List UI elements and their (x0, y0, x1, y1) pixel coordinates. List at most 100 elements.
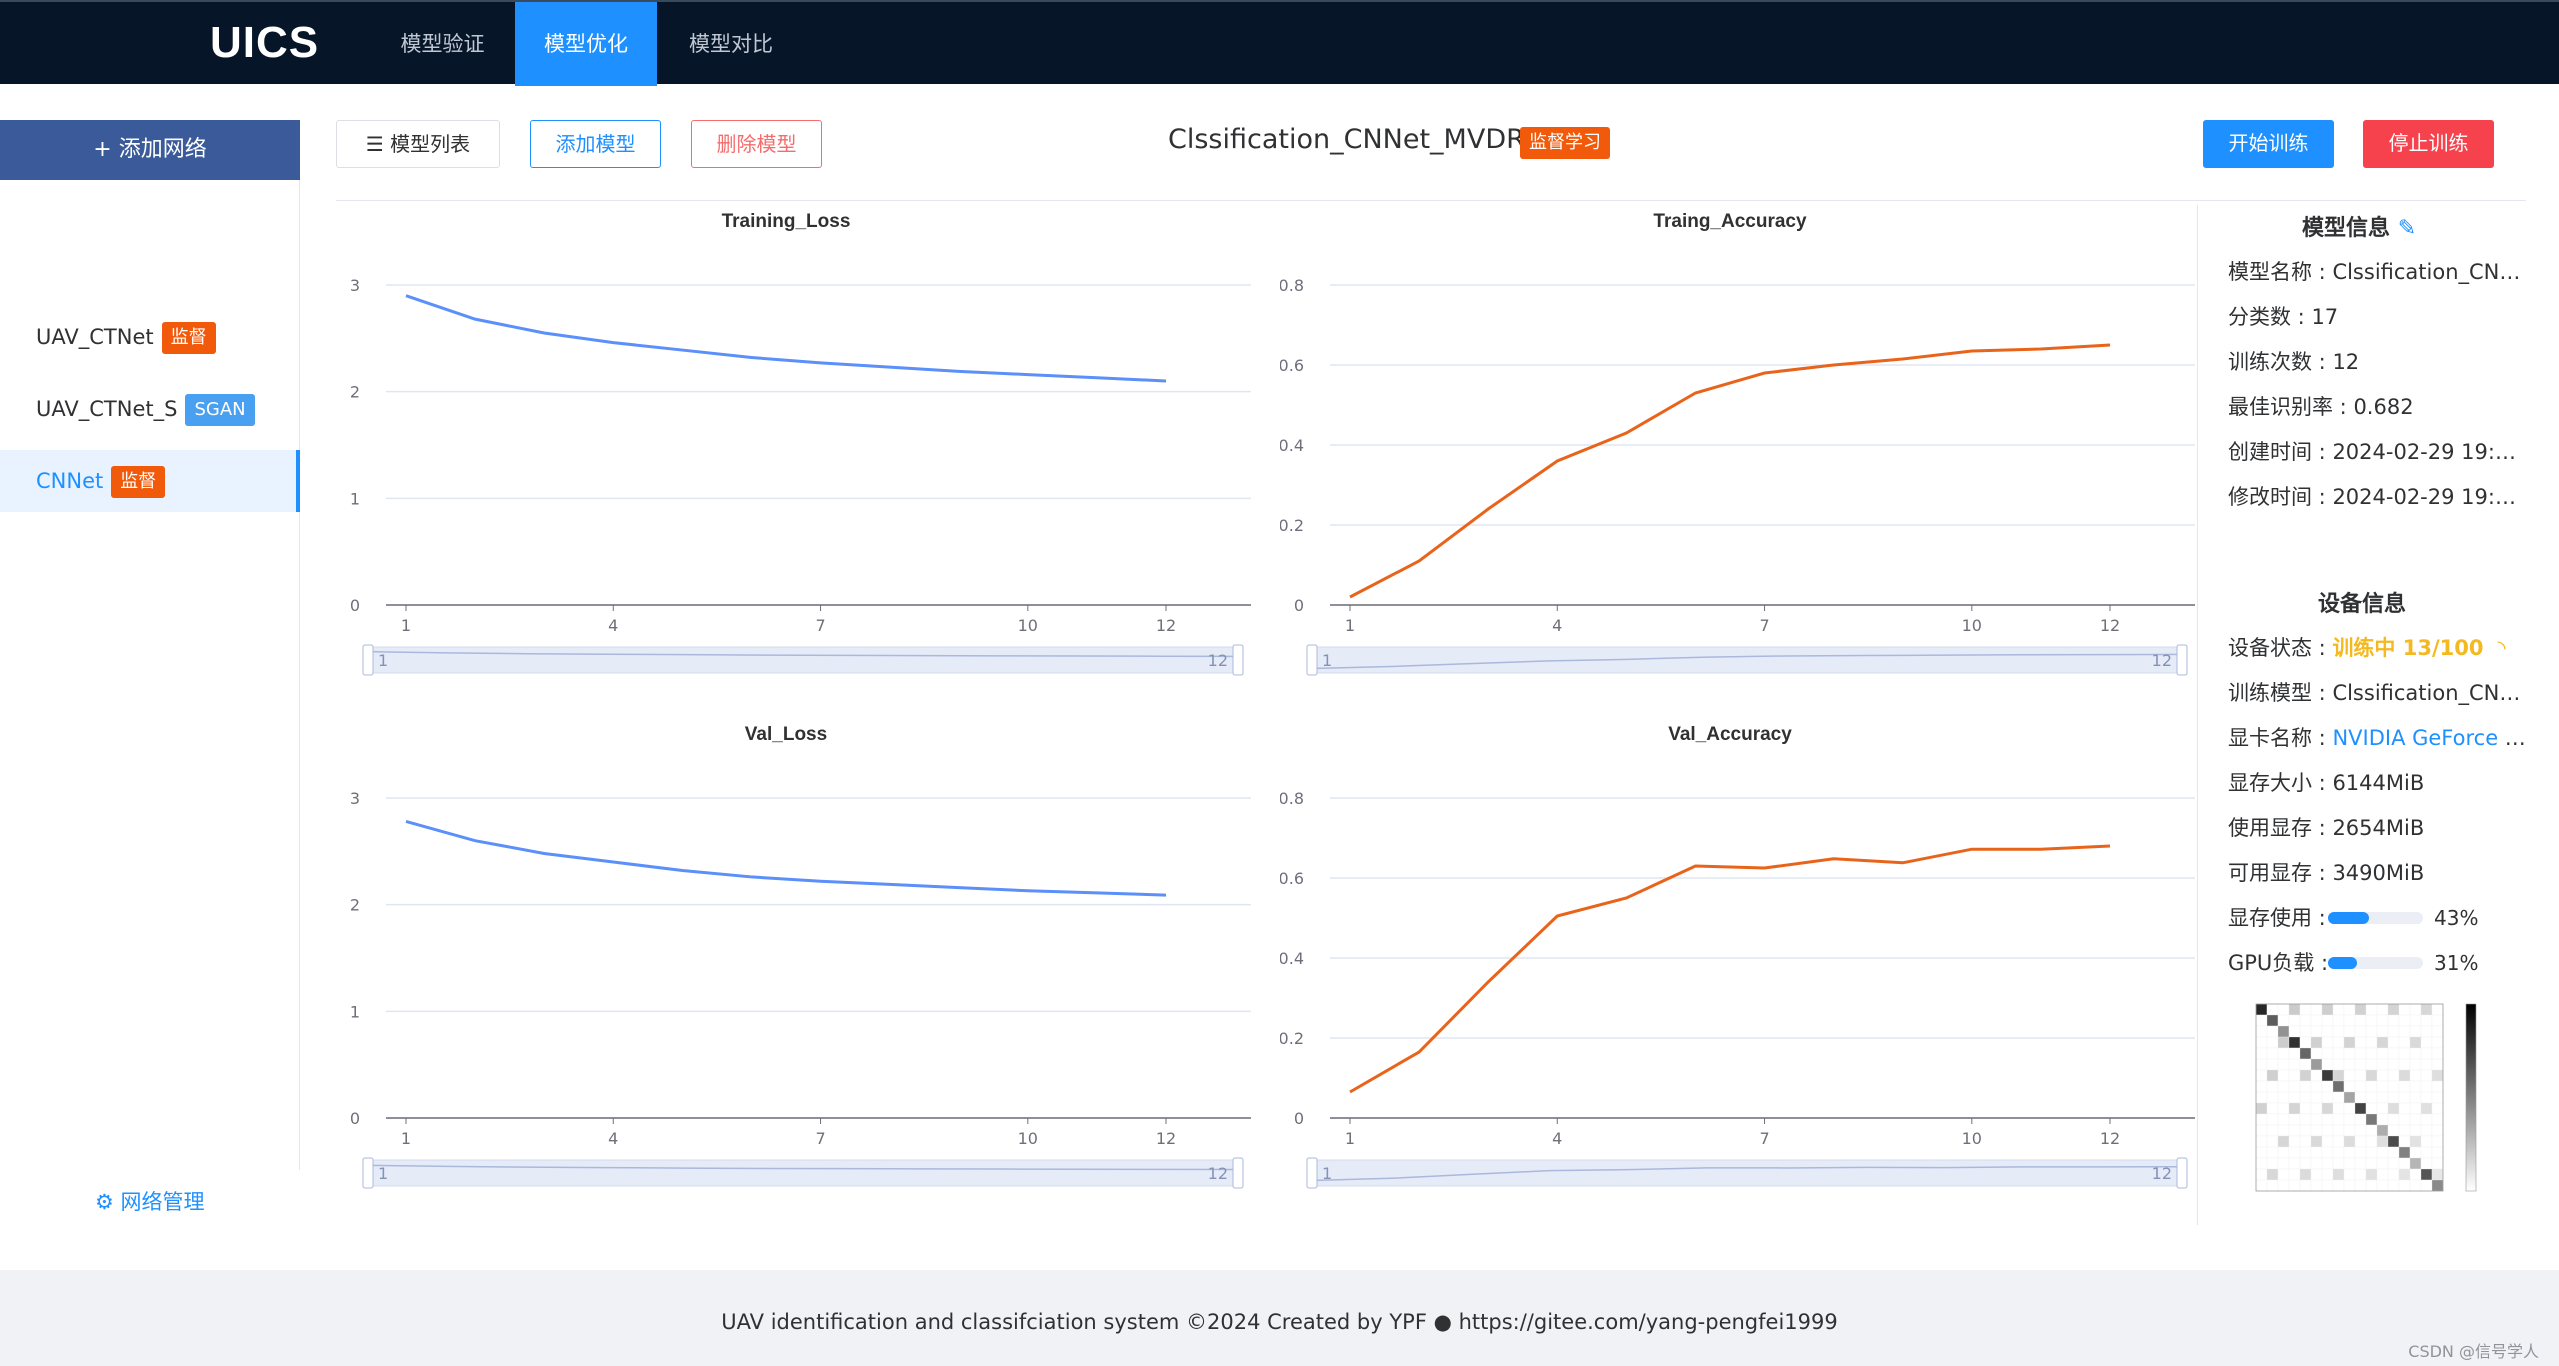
network-manage-link[interactable]: ⚙ 网络管理 (95, 1186, 205, 1216)
info-label: 模型名称 : (2228, 260, 2333, 284)
matrix-cell (2409, 1124, 2422, 1137)
matrix-cell (2387, 1036, 2400, 1049)
matrix-cell (2321, 1025, 2334, 1038)
matrix-cell (2343, 1157, 2356, 1170)
watermark: CSDN @信号学人 (2408, 1342, 2539, 1361)
matrix-cell (2409, 1047, 2422, 1060)
series-line (405, 294, 1167, 383)
info-label: 显存使用 : (2228, 906, 2326, 930)
add-network-button[interactable]: + 添加网络 (0, 120, 300, 180)
zoom-handle-left (1306, 1157, 1318, 1189)
stop-training-button[interactable]: 停止训练 (2363, 120, 2494, 168)
x-tick-label: 10 (1962, 1129, 1982, 1148)
matrix-cell (2255, 1157, 2268, 1170)
matrix-cell (2431, 1168, 2444, 1181)
info-value: 6144MiB (2332, 771, 2425, 795)
best-accuracy-row: 最佳识别率 : 0.682 (2228, 391, 2528, 421)
matrix-cell (2409, 1036, 2422, 1049)
network-item-cnnet[interactable]: CNNet 监督 (0, 450, 300, 512)
matrix-cell (2398, 1003, 2411, 1016)
info-label: 最佳识别率 : (2228, 395, 2354, 419)
matrix-cell (2266, 1058, 2279, 1071)
matrix-cell (2321, 1113, 2334, 1126)
network-item-uav-ctnet-s[interactable]: UAV_CTNet_S SGAN (0, 378, 300, 440)
matrix-cell (2354, 1135, 2367, 1148)
x-tick-label: 10 (1962, 616, 1982, 635)
matrix-cell (2299, 1014, 2312, 1027)
matrix-cell (2398, 1124, 2411, 1137)
matrix-cell (2332, 1168, 2345, 1181)
tab-model-optimization[interactable]: 模型优化 (515, 2, 657, 86)
matrix-cell (2321, 1058, 2334, 1071)
zoom-slider-track (1311, 646, 2183, 674)
matrix-cell (2255, 1058, 2268, 1071)
delete-model-button[interactable]: 删除模型 (691, 120, 822, 168)
matrix-cell (2310, 1014, 2323, 1027)
matrix-cell (2343, 1036, 2356, 1049)
matrix-cell (2387, 1179, 2400, 1192)
matrix-cell (2310, 1113, 2323, 1126)
info-label: 显卡名称 : (2228, 726, 2333, 750)
y-tick-label: 0 (350, 1109, 360, 1128)
gpu-load-progress (2328, 957, 2423, 969)
matrix-cell (2277, 1113, 2290, 1126)
matrix-cell (2255, 1168, 2268, 1181)
tab-model-validation[interactable]: 模型验证 (400, 32, 485, 56)
model-list-label: 模型列表 (390, 132, 471, 156)
mem-size-row: 显存大小 : 6144MiB (2228, 767, 2528, 797)
matrix-cell (2255, 1069, 2268, 1082)
add-model-button[interactable]: 添加模型 (530, 120, 661, 168)
matrix-cell (2343, 1124, 2356, 1137)
info-value: Clssification_CNNet_MVDR (2332, 260, 2528, 284)
matrix-cell (2420, 1058, 2433, 1071)
matrix-cell (2277, 1157, 2290, 1170)
series-line (405, 820, 1167, 897)
x-tick-label: 4 (608, 1129, 618, 1148)
matrix-cell (2277, 1102, 2290, 1115)
network-sidebar: + 添加网络 UAV_CTNet 监督 UAV_CTNet_S SGAN CNNet… (0, 120, 300, 1170)
footer-link[interactable]: https://gitee.com/yang-pengfei1999 (1458, 1310, 1838, 1334)
matrix-cell (2277, 1080, 2290, 1093)
start-training-button[interactable]: 开始训练 (2203, 120, 2334, 168)
info-label: GPU负载 : (2228, 951, 2329, 975)
network-item-label: CNNet (36, 469, 104, 493)
matrix-cell (2277, 1091, 2290, 1104)
matrix-cell (2321, 1179, 2334, 1192)
matrix-cell (2387, 1003, 2400, 1016)
matrix-cell (2365, 1003, 2378, 1016)
y-tick-label: 0.4 (1280, 436, 1304, 455)
network-item-uav-ctnet[interactable]: UAV_CTNet 监督 (0, 306, 300, 368)
matrix-cell (2332, 1014, 2345, 1027)
y-tick-label: 0.6 (1280, 356, 1304, 375)
matrix-cell (2354, 1146, 2367, 1159)
matrix-cell (2332, 1058, 2345, 1071)
matrix-cell (2431, 1036, 2444, 1049)
matrix-cell (2409, 1025, 2422, 1038)
zoom-end-label: 12 (1208, 651, 1228, 670)
x-tick-label: 7 (1759, 616, 1769, 635)
matrix-cell (2299, 1102, 2312, 1115)
zoom-slider-track (1311, 1159, 2183, 1187)
matrix-cell (2332, 1003, 2345, 1016)
model-list-button[interactable]: ☰ 模型列表 (336, 120, 500, 168)
matrix-cell (2365, 1047, 2378, 1060)
matrix-cell (2409, 1146, 2422, 1159)
matrix-cell (2288, 1135, 2301, 1148)
matrix-cell (2420, 1146, 2433, 1159)
matrix-cell (2398, 1080, 2411, 1093)
matrix-cell (2310, 1091, 2323, 1104)
matrix-cell (2321, 1014, 2334, 1027)
matrix-cell (2409, 1003, 2422, 1016)
matrix-cell (2288, 1113, 2301, 1126)
matrix-cell (2332, 1135, 2345, 1148)
matrix-cell (2277, 1168, 2290, 1181)
matrix-cell (2376, 1124, 2389, 1137)
matrix-cell (2431, 1091, 2444, 1104)
tab-model-comparison[interactable]: 模型对比 (689, 32, 773, 56)
edit-icon[interactable]: ✎ (2397, 216, 2417, 241)
matrix-cell (2398, 1047, 2411, 1060)
matrix-cell (2310, 1047, 2323, 1060)
matrix-cell (2277, 1014, 2290, 1027)
info-value: 2654MiB (2332, 816, 2425, 840)
x-tick-label: 1 (1345, 1129, 1355, 1148)
